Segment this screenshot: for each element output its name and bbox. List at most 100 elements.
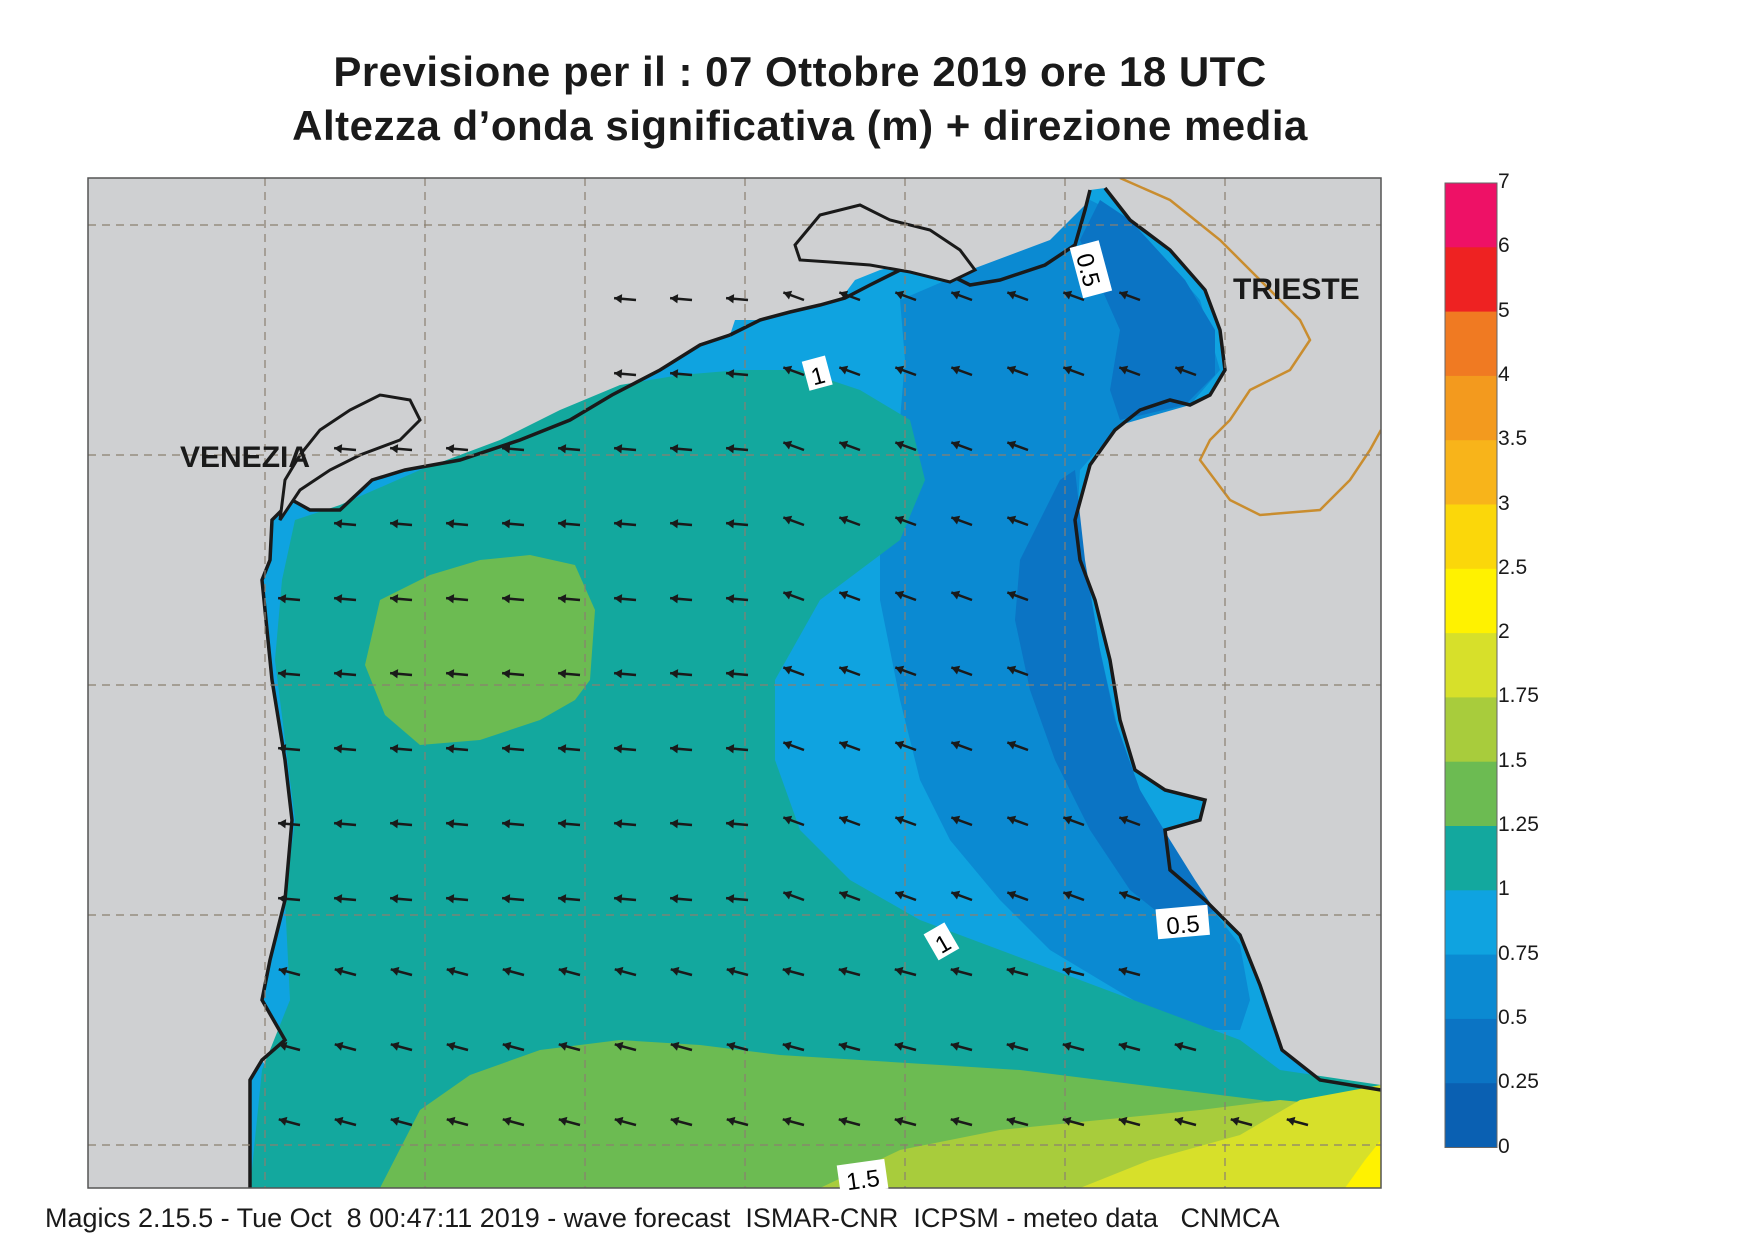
wave-arrow-head xyxy=(783,365,793,375)
wave-arrow-head xyxy=(390,669,399,679)
wave-arrow-head xyxy=(783,815,793,825)
colorbar-swatch xyxy=(1445,890,1497,956)
wave-arrow-head xyxy=(558,1116,568,1126)
wave-arrow-head xyxy=(446,966,456,976)
wave-arrow-head xyxy=(670,744,679,754)
wave-arrow-head xyxy=(334,1041,344,1051)
coastline-west xyxy=(248,333,731,1188)
colorbar-swatch xyxy=(1445,633,1497,698)
wave-arrow-head xyxy=(614,744,623,754)
wave-arrow-head xyxy=(726,594,735,604)
wave-arrow-head xyxy=(838,1041,848,1051)
wave-arrow-head xyxy=(895,740,905,750)
wave-arrow-head xyxy=(951,440,961,450)
wave-arrow-head xyxy=(614,1041,624,1051)
wave-arrow-head xyxy=(782,1116,792,1126)
wave-arrow-head xyxy=(839,440,849,450)
island-north xyxy=(793,203,978,284)
wave-arrow-head xyxy=(670,819,679,829)
wave-arrow-head xyxy=(950,966,960,976)
wave-arrow-head xyxy=(1007,890,1017,900)
svg-text:0.5: 0.5 xyxy=(1165,911,1201,941)
wave-arrow-head xyxy=(558,519,567,529)
wave-arrow-head xyxy=(726,519,735,529)
wave-zone-175-200 xyxy=(1080,1085,1381,1188)
wave-arrow-head xyxy=(670,294,679,304)
wave-arrow-head xyxy=(1119,290,1129,300)
wave-arrow-head xyxy=(951,740,961,750)
title-line-1: Previsione per il : 07 Ottobre 2019 ore … xyxy=(333,48,1267,95)
colorbar-swatch xyxy=(1445,183,1497,248)
colorbar-swatch xyxy=(1445,1083,1497,1148)
colorbar-tick-label: 4 xyxy=(1498,362,1510,386)
colorbar-swatch xyxy=(1445,247,1497,313)
graticule xyxy=(88,178,1381,1188)
colorbar-tick-label: 6 xyxy=(1498,234,1510,258)
wave-arrow-head xyxy=(446,819,455,829)
wave-arrow-head xyxy=(446,894,455,904)
coastline-east xyxy=(1073,186,1381,1092)
wave-arrow-head xyxy=(670,1041,680,1051)
wave-arrow-head xyxy=(502,894,511,904)
wave-arrow-head xyxy=(334,669,343,679)
colorbar-tick-label: 0.25 xyxy=(1498,1070,1539,1094)
wave-arrow-head xyxy=(334,966,344,976)
wave-arrow-head xyxy=(1119,890,1129,900)
colorbar-swatch xyxy=(1445,375,1497,441)
wave-direction-arrows xyxy=(277,290,1309,1127)
colorbar-swatch xyxy=(1445,440,1497,505)
wave-arrow-head xyxy=(558,819,567,829)
wave-arrow-head xyxy=(1175,365,1185,375)
wave-arrow-head xyxy=(726,819,735,829)
colorbar-tick-label: 0 xyxy=(1498,1134,1510,1158)
wave-arrow-head xyxy=(390,1116,400,1126)
wave-arrow-head xyxy=(670,966,680,976)
wave-arrow-head xyxy=(334,594,343,604)
wave-arrow-head xyxy=(895,815,905,825)
wave-arrow-head xyxy=(334,744,343,754)
wave-arrow-head xyxy=(951,815,961,825)
colorbar-swatch xyxy=(1445,954,1497,1020)
wave-arrow-head xyxy=(558,744,567,754)
colorbar-tick-label: 1.75 xyxy=(1498,684,1539,708)
colorbar-swatch xyxy=(1445,311,1497,377)
city-label-trieste: TRIESTE xyxy=(1233,273,1360,306)
wave-arrow-head xyxy=(895,665,905,675)
wave-arrow-head xyxy=(558,966,568,976)
wave-arrow-head xyxy=(390,744,399,754)
wave-arrow-head xyxy=(726,294,735,304)
wave-arrow-head xyxy=(278,819,287,829)
title-line-2: Altezza d’onda significativa (m) + direz… xyxy=(292,102,1308,149)
wave-arrow-head xyxy=(839,590,849,600)
wave-arrow-head xyxy=(1063,815,1073,825)
wave-arrow-head xyxy=(614,594,623,604)
colorbar-swatch xyxy=(1445,568,1497,634)
wave-arrow-head xyxy=(558,1041,568,1051)
wave-arrow-head xyxy=(1063,290,1073,300)
colorbar-tick-label: 1.25 xyxy=(1498,813,1539,836)
colorbar-tick-label: 7 xyxy=(1498,170,1510,193)
wave-arrow-head xyxy=(783,740,793,750)
wave-arrow-head xyxy=(783,590,793,600)
wave-arrow-head xyxy=(670,369,679,379)
colorbar-tick-label: 5 xyxy=(1498,298,1510,322)
wave-arrow-head xyxy=(894,1116,904,1126)
wave-arrow-head xyxy=(278,669,287,679)
wave-arrow-head xyxy=(446,444,455,454)
wave-arrow-head xyxy=(502,519,511,529)
wave-arrow-head xyxy=(558,894,567,904)
wave-arrow-head xyxy=(614,1116,624,1126)
wave-arrow-head xyxy=(614,294,623,304)
wave-arrow-head xyxy=(895,890,905,900)
wave-arrow-head xyxy=(1007,440,1017,450)
wave-arrow-head xyxy=(446,519,455,529)
wave-arrow-head xyxy=(1007,665,1017,675)
wave-arrow-head xyxy=(670,1116,680,1126)
colorbar-swatch xyxy=(1445,697,1497,763)
wave-arrow-head xyxy=(783,290,793,300)
wave-arrow-head xyxy=(670,519,679,529)
wave-arrow-head xyxy=(782,1041,792,1051)
wave-arrow-head xyxy=(1007,590,1017,600)
wave-arrow-head xyxy=(446,1041,456,1051)
